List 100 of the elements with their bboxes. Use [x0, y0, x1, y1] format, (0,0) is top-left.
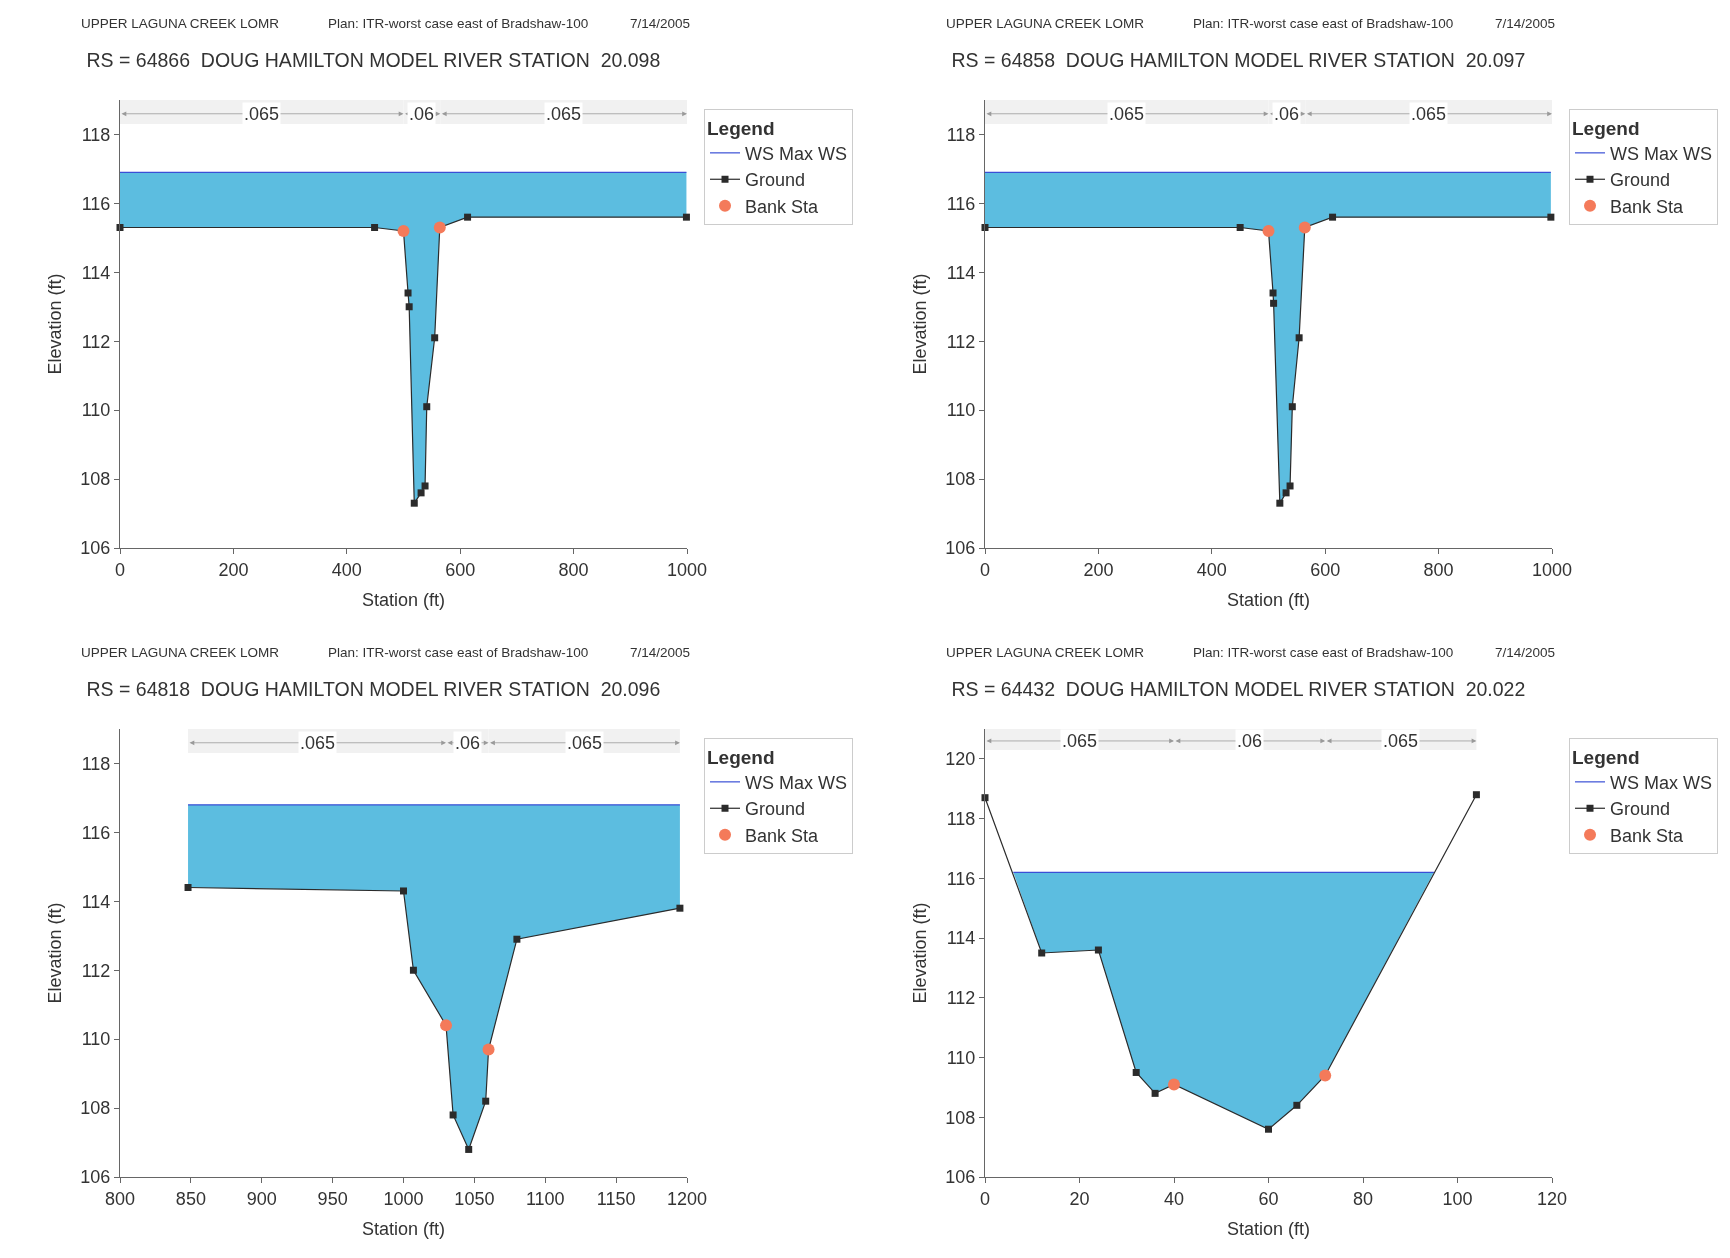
y-tick-label: 114 [81, 262, 111, 283]
point [400, 887, 407, 895]
point [1270, 299, 1278, 307]
x-tick-label: 100 [1442, 1188, 1473, 1209]
y-tick-label: 112 [946, 988, 976, 1009]
legend-label: WS Max WS [745, 143, 848, 164]
point [1288, 403, 1296, 411]
band-label: .06 [409, 104, 435, 124]
legend-title: Legend [1572, 117, 1640, 139]
point [1038, 949, 1046, 957]
legend-label: Ground [1610, 799, 1671, 820]
point [1269, 289, 1277, 297]
y-tick-label: 112 [81, 960, 111, 981]
point [1236, 224, 1244, 232]
point [409, 966, 417, 974]
y-tick-label: 114 [946, 928, 976, 949]
x-tick-label: 850 [175, 1188, 206, 1209]
point [184, 884, 192, 892]
x-tick-label: 120 [1536, 1188, 1568, 1209]
x-tick-label: 1000 [666, 559, 708, 580]
text: 7/14/2005 [1495, 16, 1556, 31]
chart-title: RS = 64432 DOUG HAMILTON MODEL RIVER STATION 20.022 [951, 677, 1526, 700]
y-tick-label: 108 [945, 1107, 976, 1128]
point [1472, 791, 1480, 799]
y-tick-label: 108 [945, 469, 976, 490]
y-tick-label: 116 [81, 193, 111, 214]
text: 7/14/2005 [630, 645, 691, 660]
chart-title: RS = 64858 DOUG HAMILTON MODEL RIVER STATION 20.097 [951, 48, 1526, 71]
x-tick-label: 600 [445, 559, 476, 580]
text: UPPER LAGUNA CREEK LOMR [81, 645, 280, 660]
band-label: .065 [1109, 104, 1145, 124]
band-label: .065 [546, 104, 582, 124]
legend-label: WS Max WS [1610, 772, 1713, 793]
y-tick-label: 108 [80, 469, 111, 490]
y-tick-label: 118 [81, 124, 111, 145]
point [1151, 1089, 1159, 1097]
point [1282, 489, 1290, 497]
y-tick-label: 106 [80, 1167, 111, 1188]
legend-title: Legend [707, 746, 775, 768]
point [1265, 1125, 1272, 1133]
point [464, 213, 472, 221]
point [1286, 482, 1294, 490]
text: Plan: ITR-worst case east of Bradshaw-100 [328, 645, 589, 660]
band-label: .06 [1274, 104, 1300, 124]
point [1329, 213, 1337, 221]
legend-label: Ground [1610, 170, 1671, 191]
x-tick-label: 900 [246, 1188, 277, 1209]
point [371, 224, 379, 232]
x-axis-title: Station (ft) [1226, 1218, 1311, 1239]
x-tick-label: 1000 [383, 1188, 424, 1209]
x-tick-label: 200 [1083, 559, 1114, 580]
point [431, 334, 439, 342]
point [421, 482, 429, 490]
legend-label: WS Max WS [745, 772, 848, 793]
band-label: .065 [244, 104, 280, 124]
legend-label: Ground [745, 170, 806, 191]
x-tick-label: 1100 [525, 1188, 565, 1209]
band-label: .065 [567, 733, 603, 753]
point [423, 403, 431, 411]
legend-title: Legend [707, 117, 775, 139]
point [449, 1111, 457, 1119]
text: Plan: ITR-worst case east of Bradshaw-100 [328, 16, 589, 31]
band-label: .06 [455, 733, 481, 753]
text: UPPER LAGUNA CREEK LOMR [946, 645, 1145, 660]
point [410, 499, 418, 507]
chart-title: RS = 64866 DOUG HAMILTON MODEL RIVER STATION 20.098 [86, 48, 661, 71]
band-label: .06 [1237, 731, 1263, 751]
x-tick-label: 80 [1352, 1188, 1374, 1209]
text: UPPER LAGUNA CREEK LOMR [81, 16, 280, 31]
band-label: .065 [1383, 731, 1419, 751]
y-tick-label: 114 [946, 262, 976, 283]
x-tick-label: 0 [979, 1188, 991, 1209]
x-tick-label: 1200 [666, 1188, 708, 1209]
y-tick-label: 108 [80, 1098, 111, 1119]
band-label: .065 [1062, 731, 1098, 751]
point [1293, 1101, 1301, 1109]
text: 7/14/2005 [1495, 645, 1556, 660]
x-tick-label: 0 [979, 559, 991, 580]
x-tick-label: 400 [1196, 559, 1227, 580]
y-tick-label: 118 [946, 808, 976, 829]
point [405, 303, 413, 311]
point [682, 213, 690, 221]
x-tick-label: 1000 [1531, 559, 1573, 580]
y-tick-label: 116 [81, 822, 111, 843]
band-label: .065 [1411, 104, 1447, 124]
x-axis-title: Station (ft) [361, 1218, 446, 1239]
x-tick-label: 40 [1163, 1188, 1185, 1209]
x-tick-label: 800 [104, 1188, 136, 1209]
y-tick-label: 106 [945, 538, 976, 559]
band-label: .065 [300, 733, 336, 753]
y-tick-label: 116 [946, 193, 976, 214]
y-tick-label: 106 [80, 538, 111, 559]
point [676, 904, 684, 912]
legend-label: Ground [745, 799, 806, 820]
x-axis-title: Station (ft) [361, 589, 446, 610]
x-axis-title: Station (ft) [1226, 589, 1311, 610]
point [1094, 946, 1102, 954]
x-tick-label: 800 [1423, 559, 1454, 580]
point [1295, 334, 1303, 342]
y-axis-title: Elevation (ft) [909, 273, 930, 375]
